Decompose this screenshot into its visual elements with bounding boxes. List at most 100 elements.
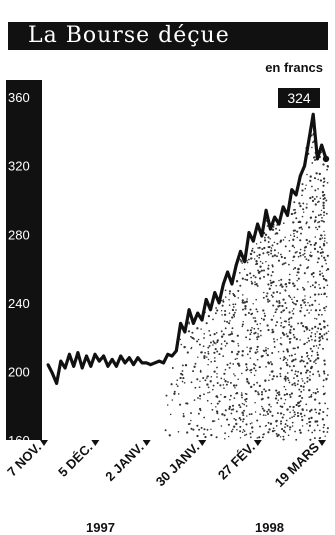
texture-dot <box>300 390 303 393</box>
texture-dot <box>277 252 280 254</box>
data-point <box>230 282 234 286</box>
texture-dot <box>232 363 235 365</box>
texture-dot <box>289 331 292 334</box>
texture-dot <box>273 338 275 340</box>
texture-dot <box>303 249 306 252</box>
data-point <box>46 363 50 366</box>
texture-dot <box>247 312 250 314</box>
texture-dot <box>294 358 297 361</box>
texture-dot <box>279 436 282 438</box>
texture-dot <box>233 315 236 318</box>
texture-dot <box>181 373 184 376</box>
texture-dot <box>291 421 294 424</box>
texture-dot <box>212 388 214 391</box>
texture-dot <box>253 383 256 386</box>
texture-dot <box>235 410 238 413</box>
texture-dot <box>318 220 321 223</box>
texture-dot <box>245 400 247 403</box>
texture-dot <box>293 336 296 339</box>
texture-dot <box>314 325 317 329</box>
texture-dot <box>305 221 308 224</box>
texture-dot <box>318 375 321 377</box>
texture-dot <box>291 310 294 312</box>
texture-dot <box>317 293 320 296</box>
texture-dot <box>197 338 200 341</box>
texture-dot <box>279 405 282 408</box>
texture-dot <box>269 410 272 413</box>
texture-dot <box>224 380 227 383</box>
texture-dot <box>317 327 320 330</box>
texture-dot <box>231 331 233 333</box>
texture-dot <box>306 203 308 205</box>
texture-dot <box>287 434 290 437</box>
texture-dot <box>310 365 313 369</box>
texture-dot <box>304 342 306 345</box>
texture-dot <box>311 185 313 188</box>
texture-dot <box>279 317 282 319</box>
texture-dot <box>200 426 203 429</box>
texture-dot <box>314 360 316 362</box>
title-bar: La Bourse déçue <box>8 22 328 50</box>
x-tick-marker <box>318 440 326 446</box>
data-point <box>72 364 76 368</box>
texture-dot <box>176 379 178 381</box>
data-point <box>102 354 105 358</box>
texture-dot <box>282 298 285 301</box>
texture-dot <box>257 269 260 272</box>
texture-dot <box>274 324 277 327</box>
texture-dot <box>242 420 244 423</box>
texture-dot <box>228 405 232 409</box>
texture-dot <box>175 383 178 386</box>
texture-dot <box>259 322 262 325</box>
texture-dot <box>224 368 227 371</box>
texture-dot <box>256 255 259 257</box>
texture-dot <box>216 341 219 344</box>
texture-dot <box>234 386 236 389</box>
texture-dot <box>307 226 311 229</box>
texture-dot <box>207 391 209 394</box>
texture-dot <box>302 254 304 256</box>
texture-dot <box>187 330 191 333</box>
texture-dot <box>259 241 262 244</box>
texture-dot <box>234 418 237 421</box>
texture-dot <box>233 417 236 420</box>
texture-dot <box>263 312 266 315</box>
data-point <box>243 260 247 264</box>
texture-dot <box>213 341 216 344</box>
texture-dot <box>219 384 222 387</box>
texture-dot <box>320 255 323 257</box>
texture-dot <box>315 344 318 347</box>
texture-dot <box>288 311 291 314</box>
texture-dot <box>229 320 231 322</box>
data-point <box>192 322 195 325</box>
texture-dot <box>203 393 205 396</box>
texture-dot <box>255 308 258 311</box>
data-point <box>68 352 71 356</box>
texture-dot <box>279 357 282 360</box>
texture-dot <box>244 278 247 281</box>
texture-dot <box>261 436 264 439</box>
texture-dot <box>306 369 309 372</box>
texture-dot <box>223 320 226 323</box>
texture-dot <box>211 420 215 423</box>
texture-dot <box>249 308 252 311</box>
texture-dot <box>258 270 261 273</box>
texture-dot <box>242 320 244 323</box>
texture-dot <box>280 283 283 286</box>
texture-dot <box>286 359 289 361</box>
texture-dot <box>292 282 295 285</box>
texture-dot <box>249 272 252 275</box>
texture-dot <box>288 273 291 276</box>
texture-dot <box>317 200 320 203</box>
data-point <box>63 366 67 370</box>
texture-dot <box>294 303 297 306</box>
texture-dot <box>294 211 297 214</box>
texture-dot <box>306 376 309 379</box>
texture-dot <box>200 351 203 354</box>
texture-dot <box>242 414 245 417</box>
texture-dot <box>220 335 224 338</box>
texture-dot <box>315 318 318 320</box>
texture-dot <box>239 406 242 409</box>
texture-dot <box>236 362 240 365</box>
texture-dot <box>254 364 257 367</box>
